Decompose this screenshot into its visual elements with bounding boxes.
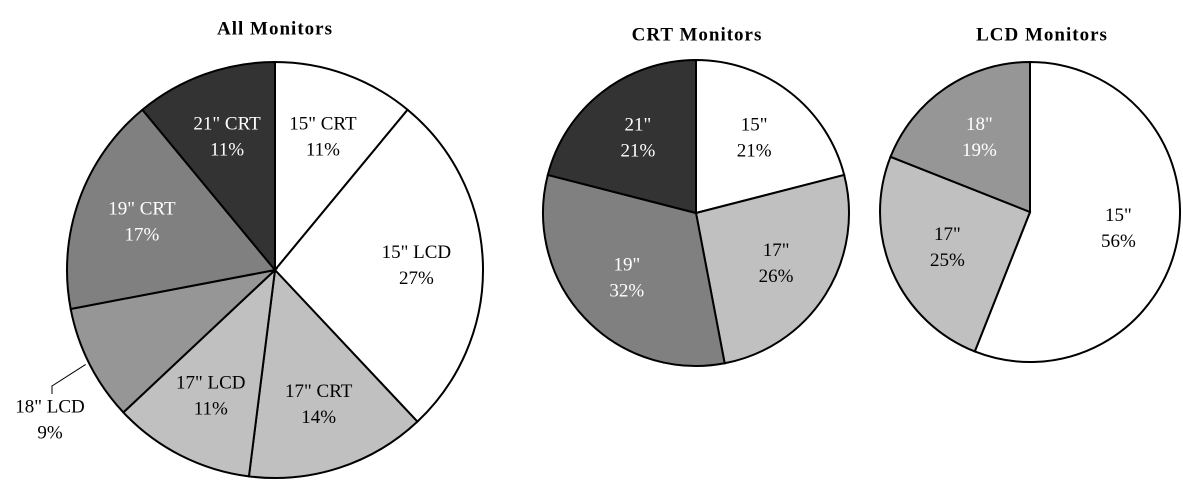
- slice-label: 21": [624, 114, 651, 135]
- slice-label: 21" CRT: [193, 113, 261, 134]
- data-label: 11%: [194, 398, 228, 419]
- leader-line: [51, 364, 86, 394]
- pie-slice: [889, 60, 1031, 214]
- data-label: 11%: [210, 139, 244, 160]
- data-label: 11%: [306, 139, 340, 160]
- slice-label: 15": [741, 114, 768, 135]
- data-label: 21%: [737, 140, 772, 161]
- data-label: 32%: [609, 280, 644, 301]
- slice-label: 18": [966, 114, 993, 135]
- slice-label: 15": [1105, 205, 1132, 226]
- pie-slice: [546, 58, 697, 215]
- pie-slice: [273, 108, 484, 424]
- data-label: 27%: [399, 268, 434, 289]
- data-label: 26%: [759, 266, 794, 287]
- pie-slice: [69, 268, 279, 414]
- pie-slice: [247, 267, 419, 479]
- slice-label: 19" CRT: [108, 198, 176, 219]
- slice-label: 17" LCD: [176, 372, 246, 393]
- slice-label: 15" CRT: [289, 113, 357, 134]
- slice-label: 15" LCD: [382, 242, 452, 263]
- pie-slice: [695, 58, 846, 215]
- slice-label: 17": [934, 224, 961, 245]
- data-label: 25%: [930, 250, 965, 271]
- pie-slice: [879, 155, 1032, 353]
- slice-label: 17" CRT: [285, 381, 353, 402]
- pie-slice: [694, 173, 850, 365]
- slice-label: 18" LCD: [15, 396, 85, 417]
- data-label: 21%: [620, 140, 655, 161]
- chart-title: CRT Monitors: [632, 24, 763, 45]
- data-label: 56%: [1101, 231, 1136, 252]
- chart-title: All Monitors: [217, 18, 333, 39]
- pie-slice: [141, 60, 276, 273]
- pie-slice: [542, 173, 726, 367]
- slice-label: 17": [763, 240, 790, 261]
- pie-slice: [121, 267, 277, 478]
- data-label: 19%: [962, 140, 997, 161]
- pie-slice: [973, 60, 1181, 363]
- chart-title: LCD Monitors: [976, 24, 1108, 45]
- slice-label: 19": [613, 254, 640, 275]
- data-label: 17%: [125, 224, 160, 245]
- pie-slice: [66, 108, 277, 311]
- pie-slice: [274, 60, 409, 273]
- data-label: 14%: [301, 407, 336, 428]
- data-label: 9%: [37, 422, 63, 443]
